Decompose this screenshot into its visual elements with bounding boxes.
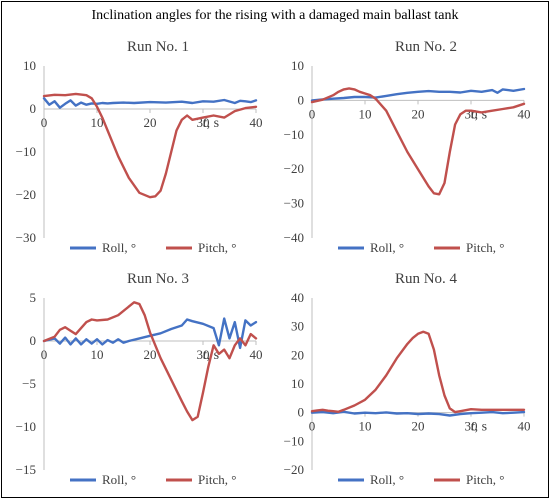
legend-label: Pitch, ° [466, 472, 504, 487]
chart-panel-run-4: Run No. 4 40 30 20 10 0 −10 −20 0 10 20 30 40 t, s Rol… [276, 264, 544, 494]
chart-panel-run-3: Run No. 3 5 0 −5 −10 −15 0 10 20 30 40 t, s Roll, ° P… [8, 264, 276, 494]
y-tick-label: 10 [23, 58, 36, 73]
x-tick-label: 0 [41, 347, 48, 362]
series-line-roll [310, 410, 526, 417]
x-tick-label: 20 [412, 106, 425, 121]
y-tick-label: 0 [298, 405, 305, 420]
x-tick-label: 20 [144, 115, 157, 130]
y-tick-label: −30 [284, 196, 304, 211]
y-tick-label: −20 [284, 462, 304, 477]
series-line-pitch [310, 330, 526, 414]
y-tick-label: 0 [298, 92, 305, 107]
series-line-roll [42, 97, 258, 109]
y-tick-label: −5 [22, 376, 36, 391]
y-tick-label: 20 [291, 347, 304, 362]
x-tick-label: 10 [359, 106, 372, 121]
y-tick-label: −10 [284, 433, 304, 448]
x-tick-label: 20 [144, 347, 157, 362]
legend-label: Roll, ° [102, 240, 136, 255]
chart-title: Run No. 1 [127, 39, 189, 55]
y-tick-label: −10 [16, 419, 36, 434]
x-axis-label: t, s [203, 116, 219, 131]
legend-label: Roll, ° [102, 472, 136, 487]
y-tick-label: −10 [284, 127, 304, 142]
x-tick-label: 40 [250, 347, 263, 362]
x-tick-label: 40 [250, 115, 263, 130]
x-tick-label: 10 [91, 347, 104, 362]
y-tick-label: 30 [291, 319, 304, 334]
y-tick-label: 0 [30, 101, 37, 116]
chart-panel-run-1: Run No. 1 10 0 −10 −20 −30 0 10 20 30 40 t, s Roll, … [8, 32, 276, 262]
y-tick-label: 40 [291, 290, 304, 305]
y-tick-label: −20 [16, 187, 36, 202]
chart-title: Run No. 3 [127, 271, 189, 287]
series-line-pitch [42, 301, 258, 422]
x-tick-label: 0 [309, 419, 316, 434]
legend-label: Pitch, ° [198, 240, 236, 255]
y-tick-label: −10 [16, 144, 36, 159]
y-tick-label: 0 [30, 333, 37, 348]
y-tick-label: −20 [284, 161, 304, 176]
x-tick-label: 10 [359, 419, 372, 434]
x-tick-label: 30 [465, 419, 478, 434]
x-axis-label: t, s [471, 420, 487, 435]
series-line-roll [310, 87, 526, 102]
y-tick-label: −15 [16, 462, 36, 477]
chart-title: Run No. 4 [395, 271, 458, 287]
legend-label: Roll, ° [370, 240, 404, 255]
y-tick-label: −30 [16, 230, 36, 245]
x-tick-label: 40 [518, 419, 531, 434]
legend-label: Pitch, ° [198, 472, 236, 487]
legend-label: Pitch, ° [466, 240, 504, 255]
x-tick-label: 0 [41, 115, 48, 130]
x-tick-label: 30 [197, 347, 210, 362]
x-tick-label: 40 [518, 106, 531, 121]
y-tick-label: 5 [30, 290, 37, 305]
chart-panel-run-2: Run No. 2 10 0 −10 −20 −30 −40 0 10 20 30 40 t, s Rol… [276, 32, 544, 262]
legend-label: Roll, ° [370, 472, 404, 487]
chart-title: Run No. 2 [395, 39, 457, 55]
figure-title: Inclination angles for the rising with a… [91, 8, 459, 23]
x-axis-label: t, s [471, 107, 487, 122]
series-line-pitch [42, 92, 258, 199]
series-line-pitch [310, 87, 526, 196]
chart-svg: Run No. 4 40 30 20 10 0 −10 −20 0 10 20 30 40 t, s Rol… [284, 271, 531, 487]
y-tick-label: 10 [291, 58, 304, 73]
x-tick-label: 0 [309, 106, 316, 121]
y-tick-label: 10 [291, 376, 304, 391]
x-tick-label: 20 [412, 419, 425, 434]
series-line-roll [42, 317, 258, 350]
y-tick-label: −40 [284, 230, 304, 245]
x-tick-label: 10 [91, 115, 104, 130]
